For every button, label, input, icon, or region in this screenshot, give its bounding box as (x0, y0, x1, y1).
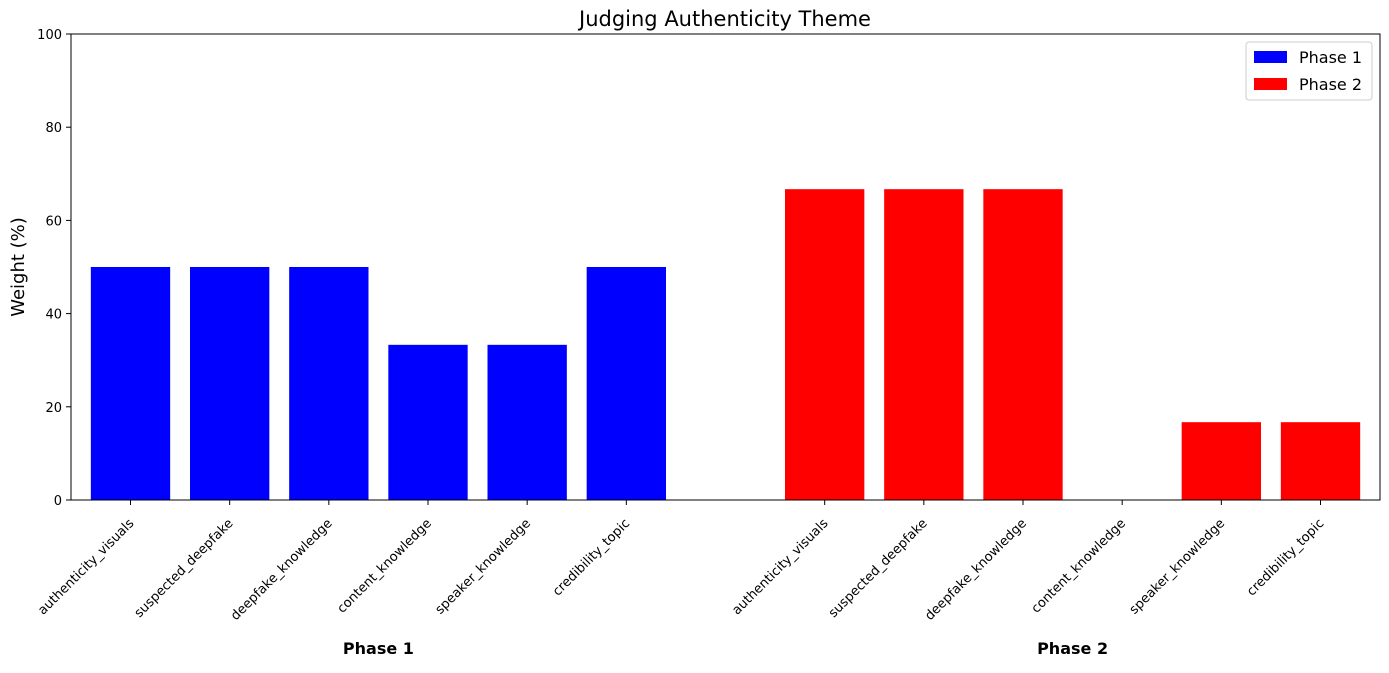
chart-title: Judging Authenticity Theme (577, 7, 871, 31)
x-tick-label: content_knowledge (1029, 516, 1129, 616)
bar-phase-1-authenticity_visuals (90, 267, 171, 500)
y-tick-label: 40 (45, 308, 62, 323)
x-tick-label: speaker_knowledge (1127, 516, 1228, 617)
legend-label-phase-2: Phase 2 (1299, 75, 1362, 94)
group-label-phase-2: Phase 2 (1037, 639, 1108, 658)
y-axis-label: Weight (%) (8, 217, 29, 317)
bar-phase-1-deepfake_knowledge (289, 267, 369, 500)
legend-swatch-phase-2 (1254, 78, 1287, 90)
y-tick-label: 100 (37, 28, 62, 43)
x-tick-label: suspected_deepfake (132, 516, 237, 621)
bar-phase-2-speaker_knowledge (1181, 422, 1261, 500)
x-tick-label: content_knowledge (335, 516, 435, 616)
bar-phase-1-suspected_deepfake (190, 267, 270, 500)
bar-phase-1-content_knowledge (388, 344, 468, 500)
y-tick-label: 60 (45, 214, 62, 229)
group-label-phase-1: Phase 1 (343, 639, 414, 658)
bar-phase-2-credibility_topic (1280, 422, 1361, 500)
x-tick-label: speaker_knowledge (433, 516, 534, 617)
bar-phase-1-credibility_topic (586, 267, 666, 500)
x-tick-label: authenticity_visuals (35, 516, 137, 618)
y-tick-label: 20 (45, 401, 62, 416)
legend: Phase 1 Phase 2 (1245, 41, 1373, 101)
bar-phase-1-speaker_knowledge (487, 344, 567, 500)
bar-phase-2-deepfake_knowledge (983, 189, 1063, 501)
bar-phase-2-authenticity_visuals (785, 189, 865, 501)
x-tick-label: suspected_deepfake (826, 516, 931, 621)
plot-frame (70, 33, 1381, 501)
y-tick-label: 0 (54, 494, 62, 509)
x-tick-label: credibility_topic (550, 516, 633, 599)
bar-phase-2-suspected_deepfake (884, 189, 964, 501)
x-tick-label: deepfake_knowledge (922, 516, 1030, 624)
legend-label-phase-1: Phase 1 (1299, 48, 1362, 67)
x-tick-label: authenticity_visuals (730, 516, 832, 618)
legend-swatch-phase-1 (1254, 51, 1287, 63)
bars-layer (90, 189, 1361, 501)
x-tick-label: credibility_topic (1244, 516, 1327, 599)
x-tick-label: deepfake_knowledge (228, 516, 336, 624)
y-tick-label: 80 (45, 121, 62, 136)
